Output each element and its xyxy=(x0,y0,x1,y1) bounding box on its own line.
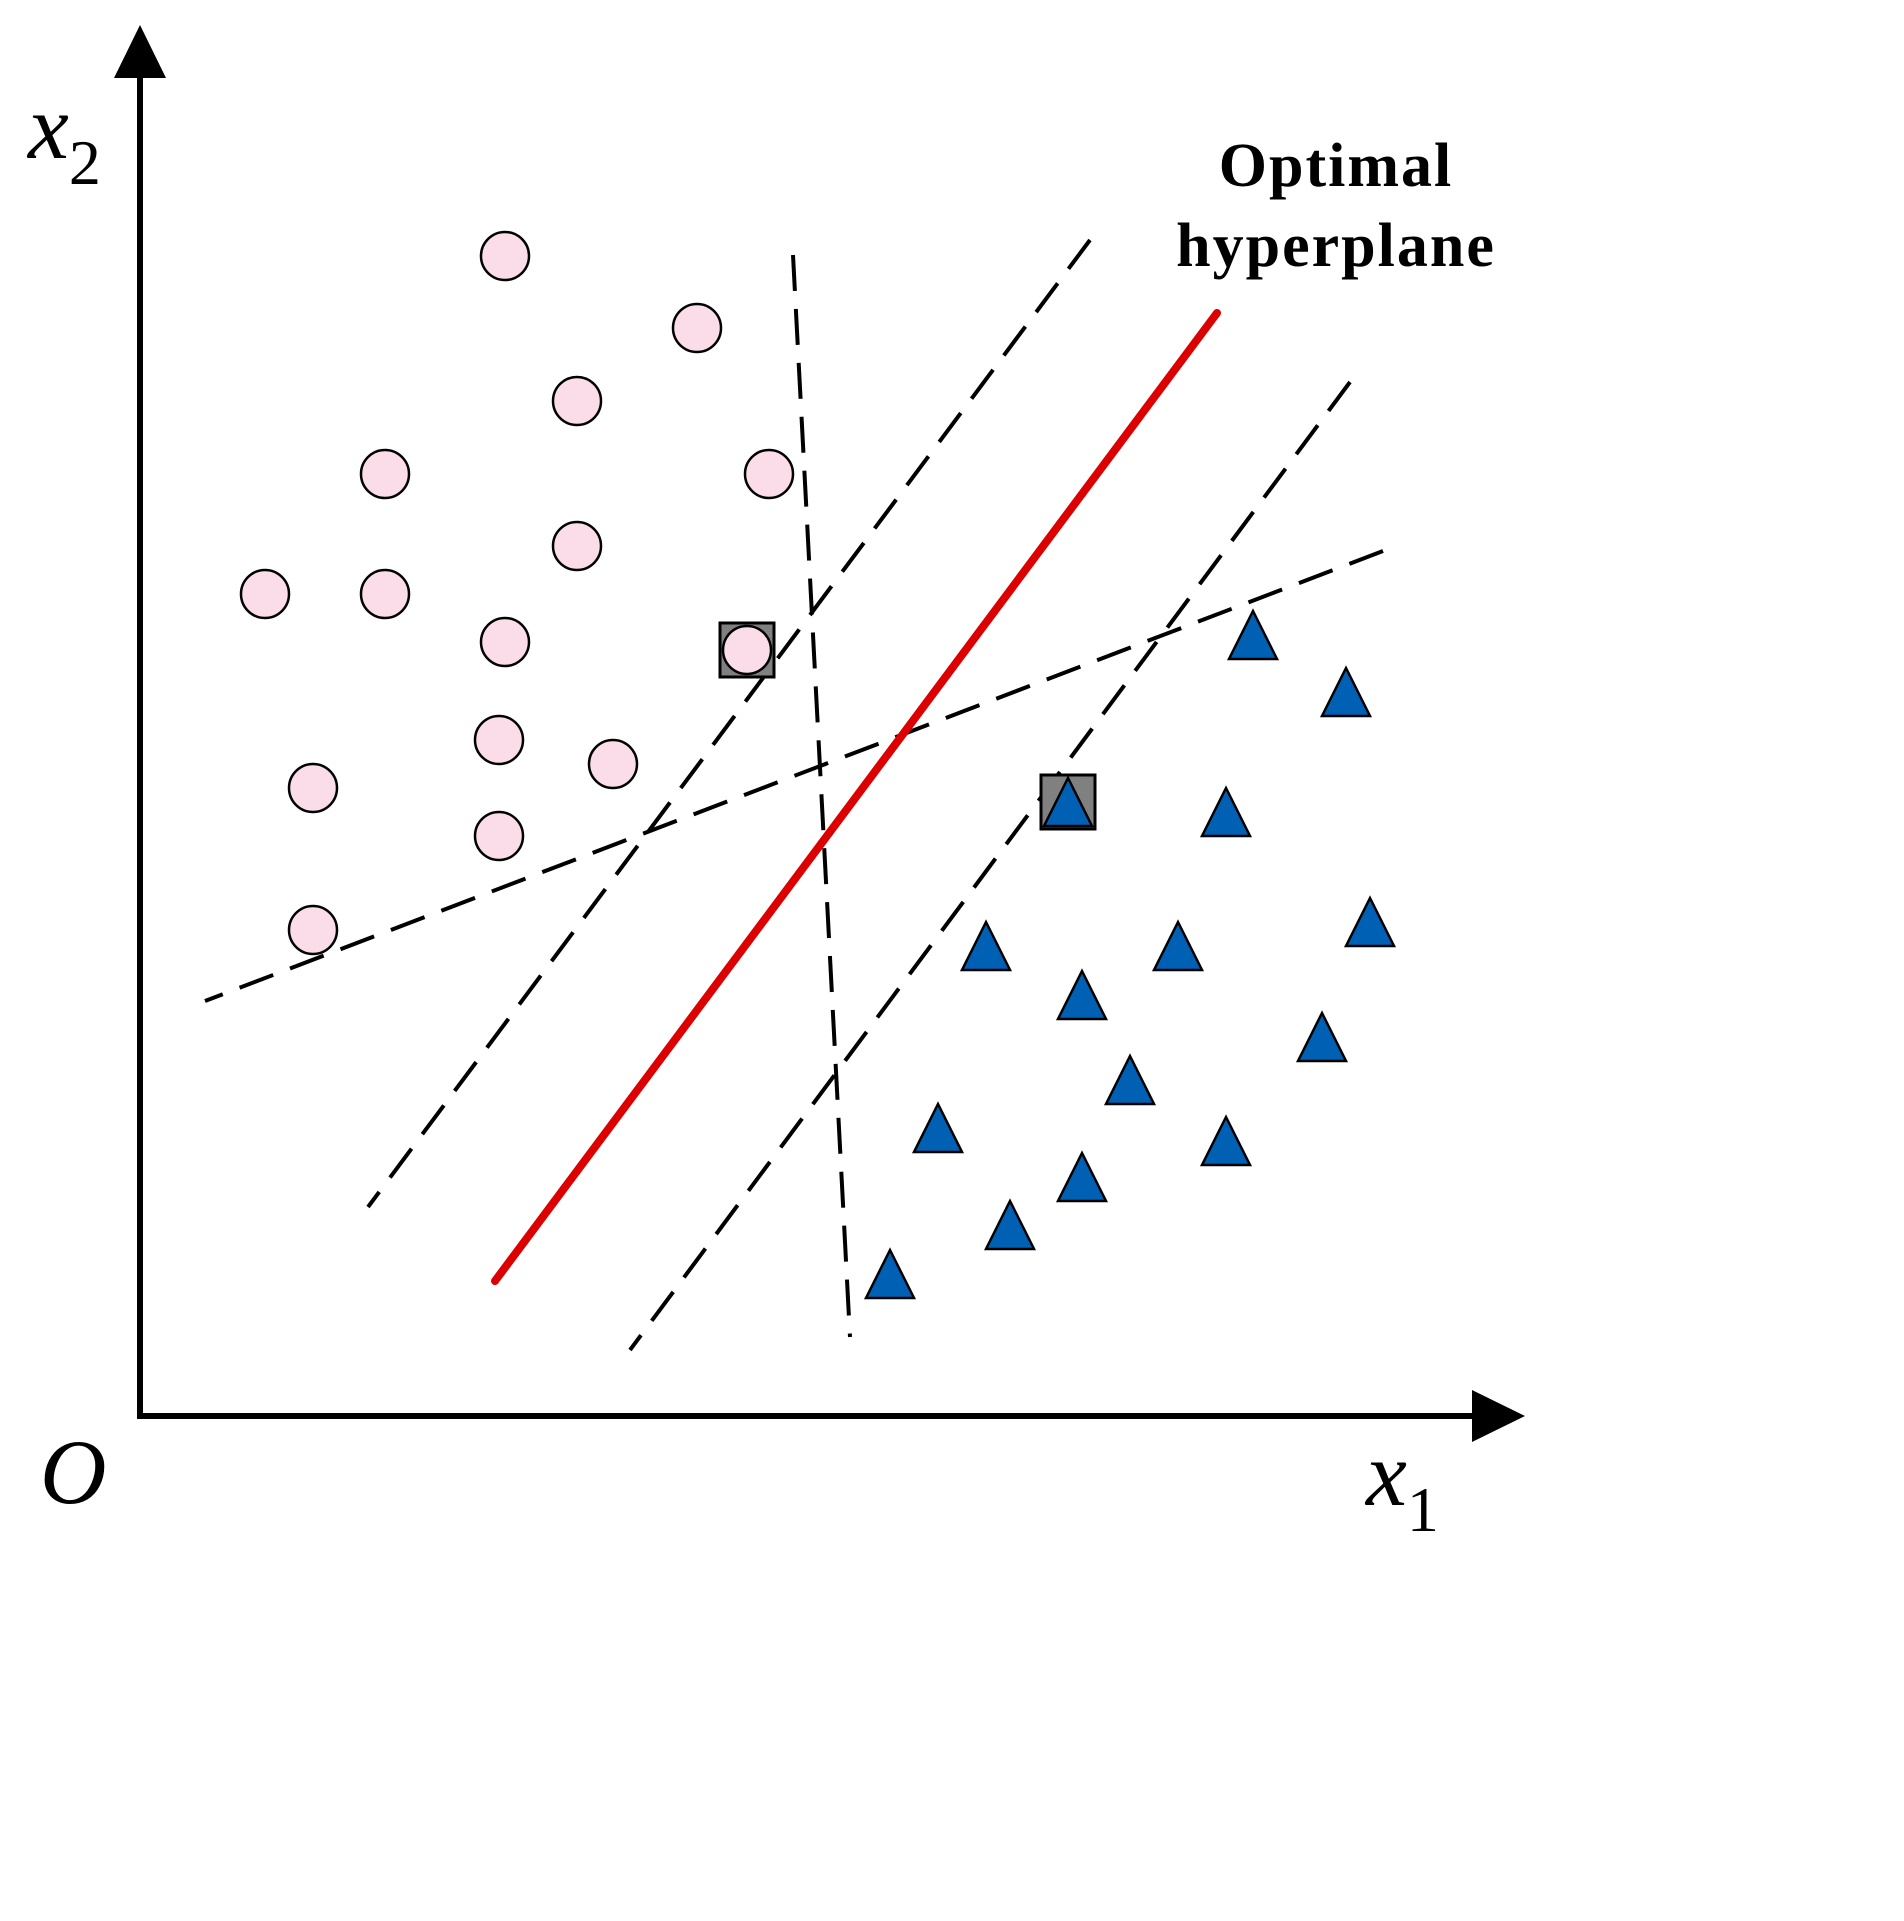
y-axis-label-subscript: 2 xyxy=(69,127,101,198)
annotation-optimal: Optimal xyxy=(1219,132,1453,200)
class-a-point-11 xyxy=(473,714,525,766)
class-a-point-5 xyxy=(743,448,795,500)
class-a-point-8 xyxy=(359,568,411,620)
x-axis-label-base: x xyxy=(1364,1423,1407,1525)
x-axis-arrow xyxy=(1472,1390,1525,1442)
class-b-point-12 xyxy=(1199,1114,1253,1167)
class-b-point-15 xyxy=(863,1247,917,1300)
class-b-point-8 xyxy=(1055,968,1109,1021)
class-a-points xyxy=(239,230,795,956)
class-b-point-5 xyxy=(1343,895,1397,948)
axes xyxy=(114,25,1525,1442)
class-b-point-13 xyxy=(1055,1150,1109,1203)
optimal-hyperplane-line xyxy=(491,309,1221,1285)
candidate-lines xyxy=(204,238,1384,1352)
candidate-line-4 xyxy=(204,549,1384,1003)
candidate-line-3 xyxy=(628,380,1352,1352)
class-a-point-12 xyxy=(587,738,639,790)
class-a-point-15 xyxy=(287,904,339,956)
annotation-hyperplane: hyperplane xyxy=(1176,212,1496,280)
class-b-point-6 xyxy=(959,919,1013,972)
class-b-point-3 xyxy=(1041,775,1095,828)
class-b-point-9 xyxy=(1295,1010,1349,1063)
class-a-point-6 xyxy=(551,520,603,572)
class-b-point-10 xyxy=(1103,1053,1157,1106)
class-a-point-1 xyxy=(479,230,531,282)
x-axis-label-subscript: 1 xyxy=(1407,1474,1439,1545)
class-b-point-11 xyxy=(911,1101,965,1154)
class-a-point-13 xyxy=(287,762,339,814)
class-a-point-3 xyxy=(551,375,603,427)
candidate-line-1 xyxy=(791,254,852,1338)
class-a-point-4 xyxy=(359,448,411,500)
y-axis-arrow xyxy=(114,25,166,78)
x-axis-label: x1 xyxy=(1364,1423,1439,1545)
class-b-point-2 xyxy=(1319,665,1373,718)
y-axis-label: x2 xyxy=(26,76,101,198)
class-a-point-14 xyxy=(473,810,525,862)
class-a-point-10 xyxy=(721,624,773,676)
class-b-point-7 xyxy=(1151,919,1205,972)
class-a-point-9 xyxy=(479,616,531,668)
class-b-points xyxy=(863,608,1397,1300)
class-b-point-14 xyxy=(983,1198,1037,1251)
class-a-point-7 xyxy=(239,568,291,620)
origin-label: O xyxy=(40,1421,106,1523)
class-b-point-4 xyxy=(1199,785,1253,838)
class-a-point-2 xyxy=(671,302,723,354)
class-b-point-1 xyxy=(1226,608,1280,661)
candidate-line-2 xyxy=(366,238,1092,1209)
y-axis-label-base: x xyxy=(26,76,69,178)
